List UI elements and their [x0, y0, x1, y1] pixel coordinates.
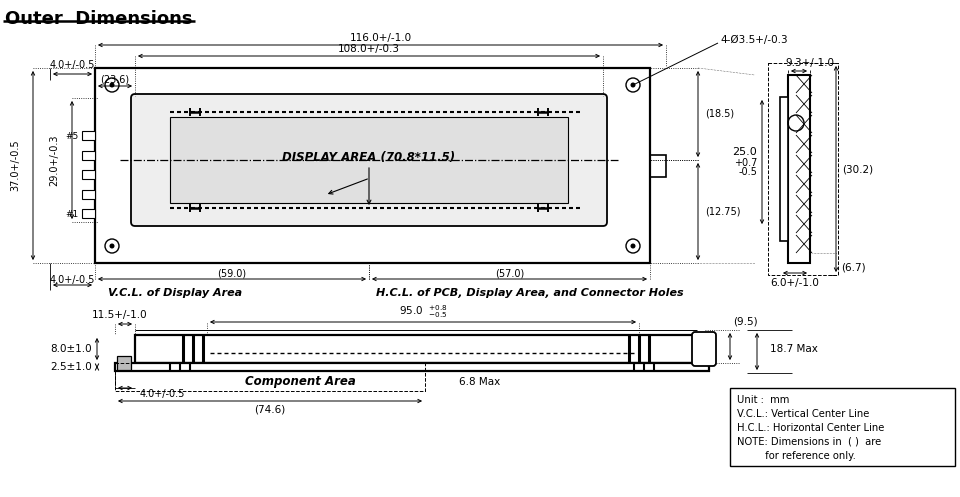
Text: 29.0+/-0.3: 29.0+/-0.3	[49, 134, 59, 186]
Text: 9.3+/-1.0: 9.3+/-1.0	[785, 58, 834, 68]
Text: 4.0+/-0.5: 4.0+/-0.5	[140, 389, 185, 399]
Text: Component Area: Component Area	[245, 376, 355, 389]
FancyBboxPatch shape	[692, 332, 716, 366]
Text: (74.6): (74.6)	[254, 404, 286, 414]
Bar	[95, 68, 650, 263]
Text: for reference only.: for reference only.	[737, 451, 856, 461]
Bar	[82, 190, 95, 199]
Bar	[82, 151, 95, 160]
Text: #1: #1	[65, 210, 79, 219]
Text: (6.7): (6.7)	[841, 263, 866, 273]
Text: 108.0+/-0.3: 108.0+/-0.3	[338, 44, 400, 54]
Bar	[650, 155, 666, 176]
Text: V.C.L. of Display Area: V.C.L. of Display Area	[108, 288, 242, 298]
Bar	[117, 356, 131, 370]
Text: 18.7 Max: 18.7 Max	[770, 344, 818, 354]
Circle shape	[110, 244, 114, 248]
Text: (18.5): (18.5)	[706, 109, 734, 119]
Text: #5: #5	[65, 132, 79, 141]
Text: 4-Ø3.5+/-0.3: 4-Ø3.5+/-0.3	[720, 35, 787, 45]
Text: NOTE: Dimensions in  ( )  are: NOTE: Dimensions in ( ) are	[737, 437, 881, 447]
Bar	[768, 63, 838, 275]
Bar	[115, 363, 425, 391]
Text: 2.5±1.0: 2.5±1.0	[50, 362, 92, 372]
Bar	[170, 117, 568, 203]
Bar	[788, 75, 810, 263]
Text: (57.0): (57.0)	[494, 268, 524, 278]
Text: +0.7: +0.7	[733, 158, 757, 168]
Text: 4.0+/-0.5: 4.0+/-0.5	[49, 275, 95, 285]
Text: 95.0  $^{+0.8}_{-0.5}$: 95.0 $^{+0.8}_{-0.5}$	[398, 304, 447, 321]
Text: 37.0+/-0.5: 37.0+/-0.5	[10, 140, 20, 191]
Bar	[780, 97, 788, 241]
Text: 25.0: 25.0	[732, 147, 757, 157]
Text: 4.0+/-0.5: 4.0+/-0.5	[49, 60, 95, 70]
Text: 6.8 Max: 6.8 Max	[460, 377, 500, 387]
Text: DISPLAY AREA (70.8*11.5): DISPLAY AREA (70.8*11.5)	[282, 152, 456, 165]
Bar	[730, 388, 955, 466]
Bar	[82, 170, 95, 179]
Text: (12.75): (12.75)	[706, 206, 741, 217]
Circle shape	[632, 244, 635, 248]
Text: -0.5: -0.5	[738, 167, 757, 177]
Text: 116.0+/-1.0: 116.0+/-1.0	[349, 33, 412, 43]
Text: 8.0±1.0: 8.0±1.0	[50, 344, 92, 354]
FancyBboxPatch shape	[131, 94, 607, 226]
Text: H.C.L.: Horizontal Center Line: H.C.L.: Horizontal Center Line	[737, 423, 884, 433]
Bar	[135, 335, 697, 363]
Text: 6.0+/-1.0: 6.0+/-1.0	[771, 278, 820, 288]
Text: Outer  Dimensions: Outer Dimensions	[5, 10, 193, 28]
Bar	[82, 209, 95, 218]
Bar	[115, 363, 709, 371]
Text: (59.0): (59.0)	[217, 268, 247, 278]
Text: (23.6): (23.6)	[101, 75, 130, 85]
Circle shape	[110, 83, 114, 87]
Circle shape	[632, 83, 635, 87]
Text: (9.5): (9.5)	[733, 317, 757, 327]
Text: H.C.L. of PCB, Display Area, and Connector Holes: H.C.L. of PCB, Display Area, and Connect…	[376, 288, 684, 298]
Text: Unit :  mm: Unit : mm	[737, 395, 789, 405]
Bar	[82, 131, 95, 140]
Text: V.C.L.: Vertical Center Line: V.C.L.: Vertical Center Line	[737, 409, 870, 419]
Text: (30.2): (30.2)	[843, 164, 874, 174]
Text: 11.5+/-1.0: 11.5+/-1.0	[92, 310, 148, 320]
